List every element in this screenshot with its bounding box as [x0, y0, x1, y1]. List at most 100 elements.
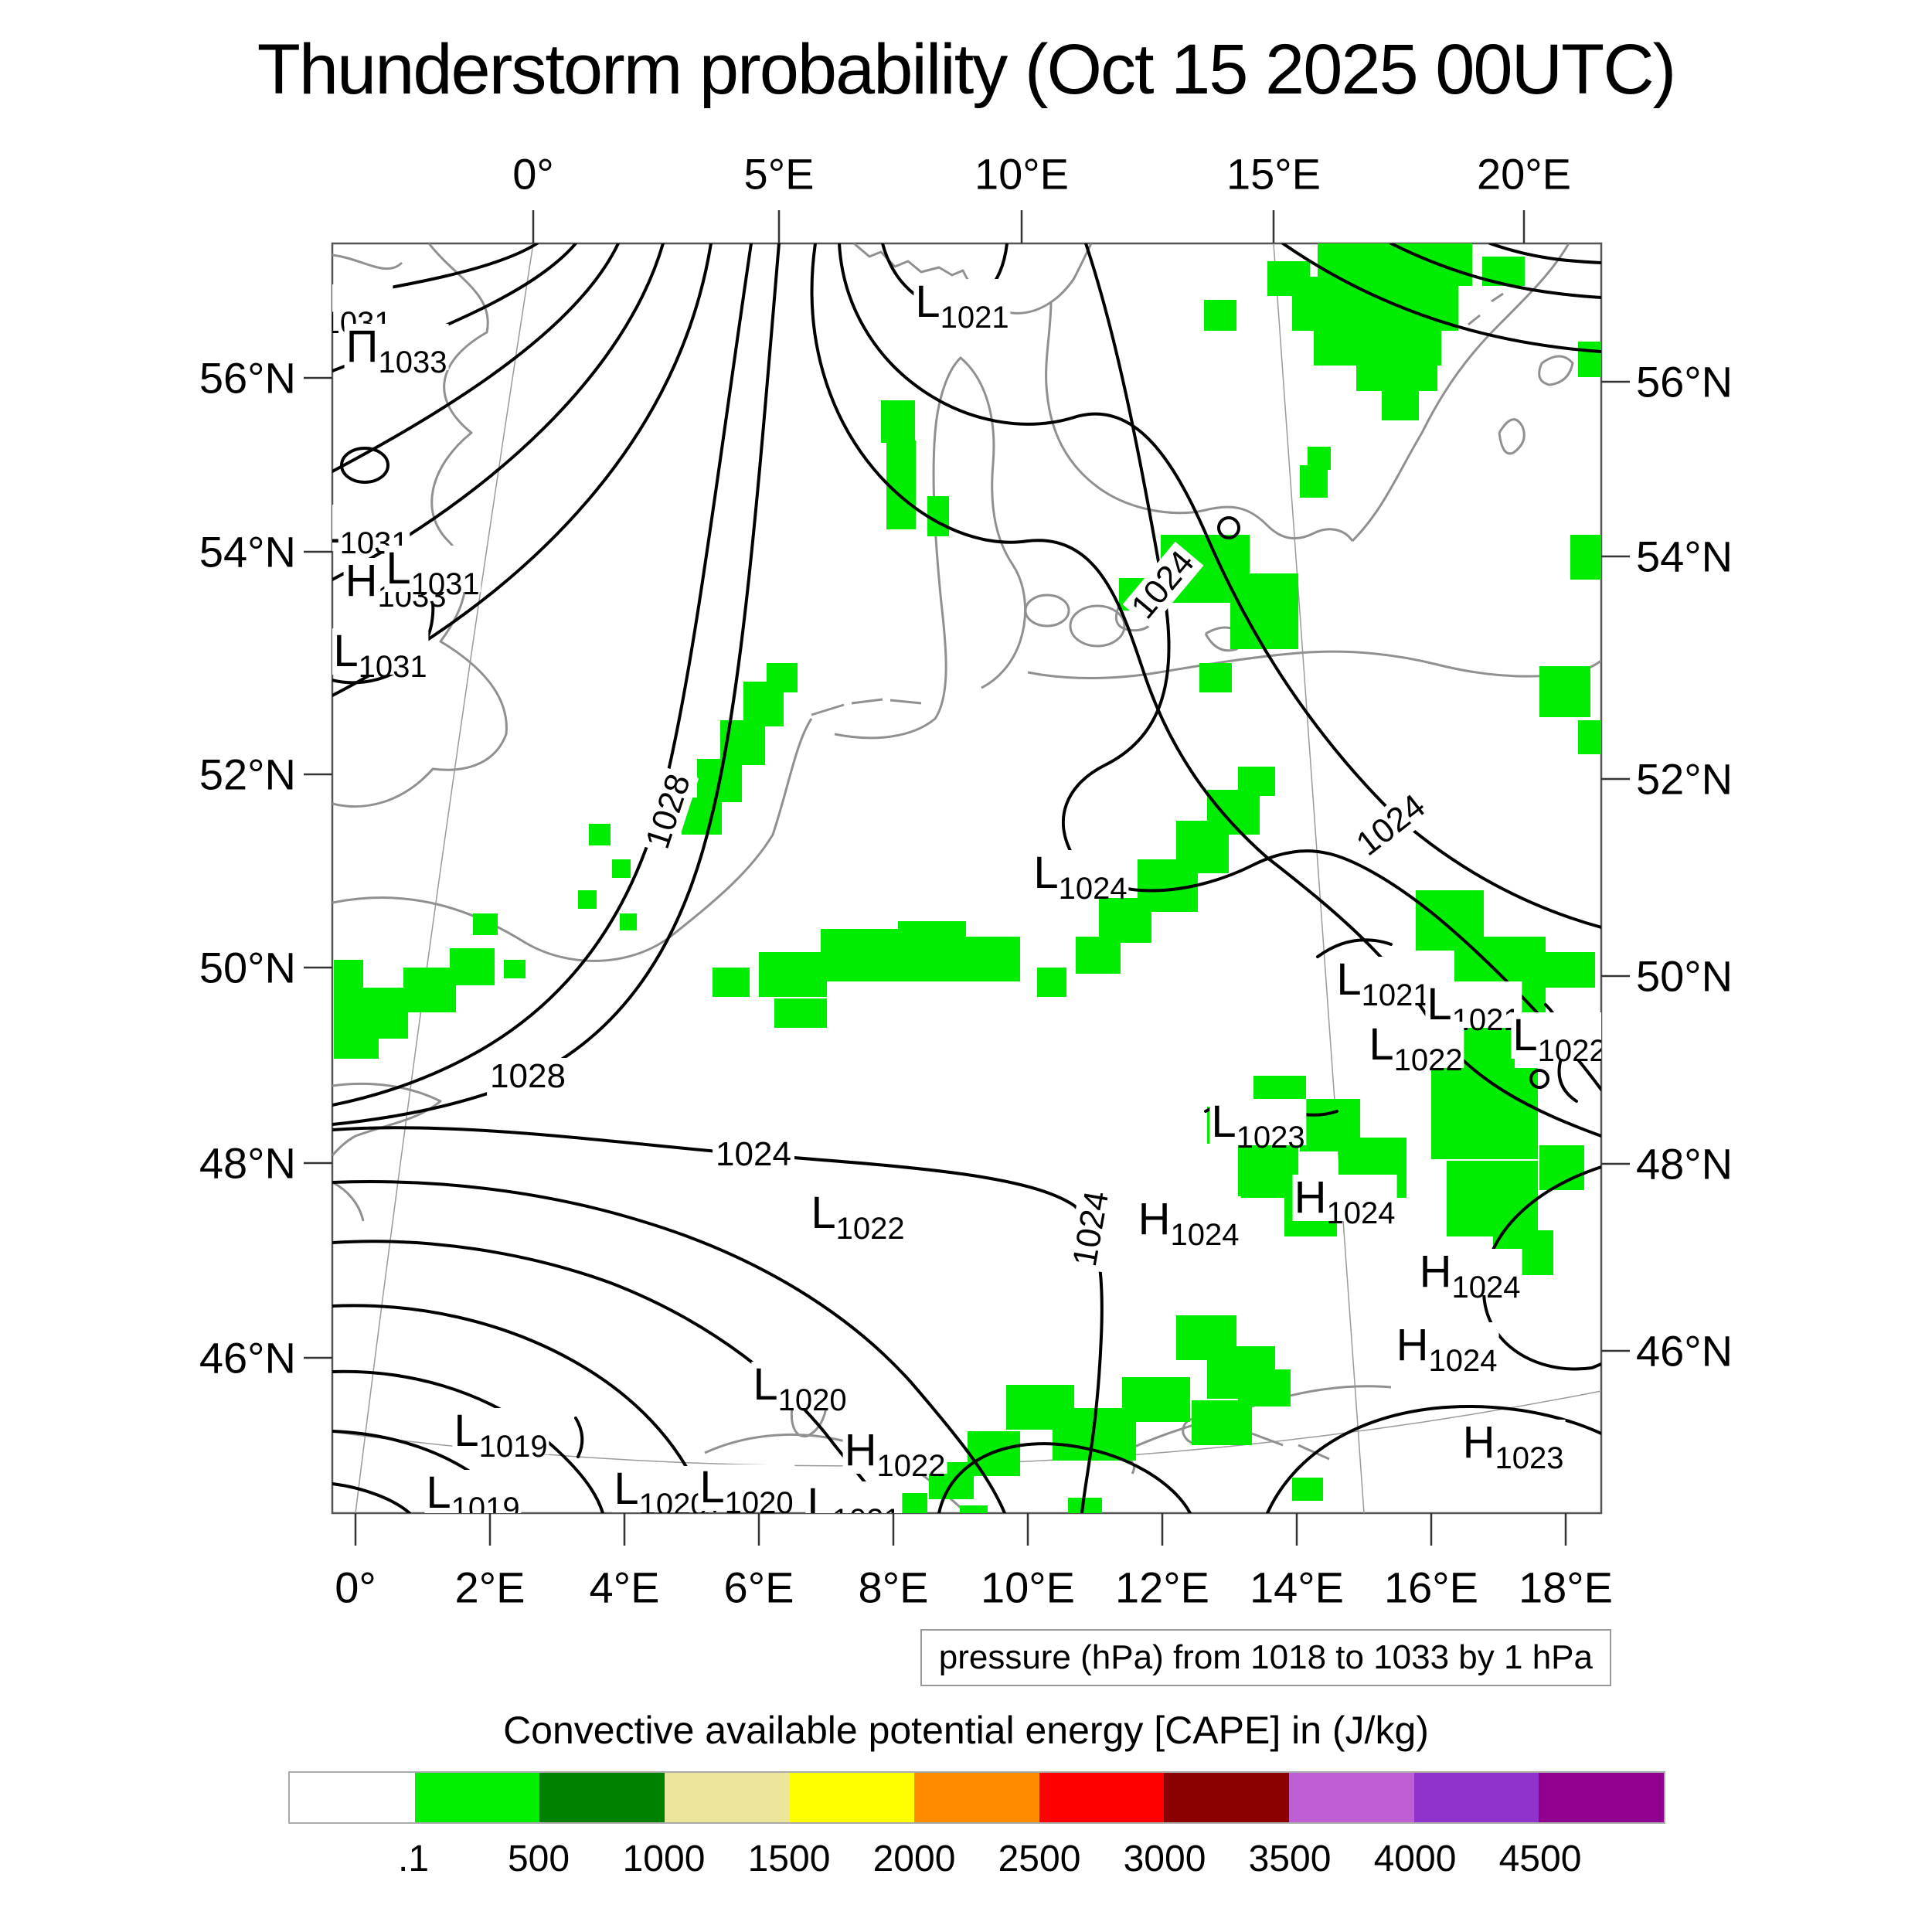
cape-shading-cell [1099, 898, 1151, 943]
pressure-isoline [574, 1417, 584, 1458]
coastline [1251, 1432, 1330, 1461]
pressure-isoline [332, 1180, 1006, 1513]
pressure-isoline [1529, 1069, 1550, 1089]
cape-shading-cell [1230, 573, 1298, 649]
pressure-center-letter: L [699, 1462, 725, 1512]
coastline [332, 1082, 442, 1157]
cape-shading-cell [1292, 277, 1458, 331]
pressure-center-label: L1020 [751, 1359, 849, 1416]
cape-shading-cell [1006, 1385, 1074, 1430]
pressure-center-value: 1024 [1428, 1344, 1498, 1378]
pressure-center-value: 1022 [835, 1212, 905, 1246]
pressure-center-letter: L [386, 543, 411, 594]
pressure-isoline [1488, 243, 1601, 264]
pressure-center-label: L1021 [1335, 954, 1432, 1011]
cape-shading-cell [898, 921, 966, 981]
colorbar-tick-label: 2500 [998, 1838, 1081, 1879]
cape-shading-cell [1076, 937, 1121, 974]
map-area: L1031Π1033L1031H1033L1031L1031L1021L1024… [332, 243, 1601, 1513]
cape-shading-cell [1578, 342, 1601, 377]
pressure-center-label: L1031 [384, 543, 481, 600]
cape-shading-cell [713, 968, 750, 997]
axis-label-top: 10°E [974, 149, 1070, 199]
axis-label-left: 56°N [199, 353, 296, 403]
colorbar-segment-9 [1413, 1773, 1539, 1822]
cape-shading-cell [1037, 968, 1066, 997]
pressure-center-label: H1024 [1394, 1322, 1499, 1376]
pressure-center-letter: H [844, 1425, 877, 1475]
cape-shading-cell [473, 913, 498, 935]
cape-shading-cell [1431, 1068, 1538, 1159]
pressure-center-letter: L [1033, 848, 1059, 898]
pressure-center-value: 1022 [1393, 1043, 1463, 1077]
pressure-center-label: L1019 [424, 1470, 522, 1513]
colorbar-tick-label: 3500 [1248, 1838, 1332, 1879]
cape-shading-cell [881, 400, 915, 443]
pressure-center-letter: L [753, 1359, 778, 1410]
axis-label-right: 46°N [1636, 1326, 1733, 1376]
pressure-center-value: 1021 [940, 301, 1009, 335]
graticule-line [355, 243, 534, 1513]
cape-shading-cell [1238, 1145, 1298, 1198]
axis-label-bottom: 12°E [1114, 1563, 1210, 1612]
colorbar-segment-4 [789, 1773, 915, 1822]
pressure-center-value: 1024 [1170, 1218, 1240, 1252]
pressure-center-label: L1031 [332, 505, 410, 559]
coastline [834, 356, 1026, 740]
cape-shading-cell [589, 824, 611, 845]
axis-label-bottom: 14°E [1249, 1563, 1345, 1612]
pressure-center-label: H1023 [1461, 1420, 1566, 1474]
pressure-center-letter: L [1427, 979, 1452, 1029]
colorbar-tick-label: .1 [397, 1838, 430, 1879]
colorbar-segment-0 [290, 1773, 415, 1822]
cape-shading-cell [759, 952, 827, 997]
pressure-center-letter: L [915, 277, 940, 327]
pressure-center-label: L1021 [1425, 979, 1522, 1036]
pressure-center-letter: L [1211, 1097, 1236, 1147]
pressure-center-label: L1031 [332, 626, 429, 682]
axis-label-left: 48°N [199, 1138, 296, 1188]
cape-shading-cell [960, 1505, 988, 1513]
pressure-center-value: 1023 [1236, 1121, 1305, 1155]
pressure-center-letter: H [1138, 1194, 1171, 1244]
axis-label-top: 20°E [1476, 149, 1572, 199]
pressure-isoline [332, 243, 781, 1126]
cape-shading-cell [1539, 952, 1595, 988]
cape-shading-cell [1382, 388, 1419, 420]
pressure-center-value: 1021 [1361, 978, 1430, 1012]
pressure-center-letter: L [333, 626, 359, 676]
cape-shading-cell [1314, 328, 1441, 366]
pressure-center-letter: Π [345, 321, 379, 372]
pressure-center-letter: H [1294, 1172, 1327, 1223]
axis-label-top: 15°E [1226, 149, 1321, 199]
cape-shading-cell [334, 1029, 379, 1059]
cape-shading-cell [403, 968, 456, 1012]
axis-label-left: 54°N [199, 527, 296, 577]
pressure-center-label: L1024 [1032, 848, 1129, 904]
axis-label-right: 48°N [1636, 1139, 1733, 1189]
axis-label-right: 52°N [1636, 754, 1733, 804]
pressure-isoline [838, 243, 1601, 929]
pressure-center-letter: L [807, 1479, 832, 1514]
colorbar-segment-5 [914, 1773, 1039, 1822]
coastline [1468, 292, 1504, 326]
cape-colorbar [288, 1771, 1665, 1824]
cape-shading-cell [1267, 261, 1310, 296]
cape-shading-cell [927, 496, 949, 536]
pressure-center-label: H1024 [1136, 1194, 1241, 1250]
pressure-center-label: L1022 [1367, 1022, 1464, 1076]
axis-label-bottom: 8°E [858, 1563, 929, 1612]
cape-shading-cell [1192, 1400, 1252, 1445]
pressure-center-value: 1031 [410, 567, 480, 601]
coastline [1538, 355, 1574, 386]
pressure-center-value: 1024 [1451, 1270, 1521, 1304]
axis-label-bottom: 18°E [1518, 1563, 1614, 1612]
pressure-center-letter: H [345, 556, 378, 606]
pressure-center-letter: L [1336, 954, 1362, 1005]
cape-shading-cell [504, 960, 526, 978]
pressure-center-value: 1024 [1058, 872, 1128, 906]
pressure-center-label: L1019 [452, 1408, 549, 1462]
chart-title: Thunderstorm probability (Oct 15 2025 00… [257, 30, 1677, 109]
cape-shading-cell [1447, 1161, 1538, 1236]
